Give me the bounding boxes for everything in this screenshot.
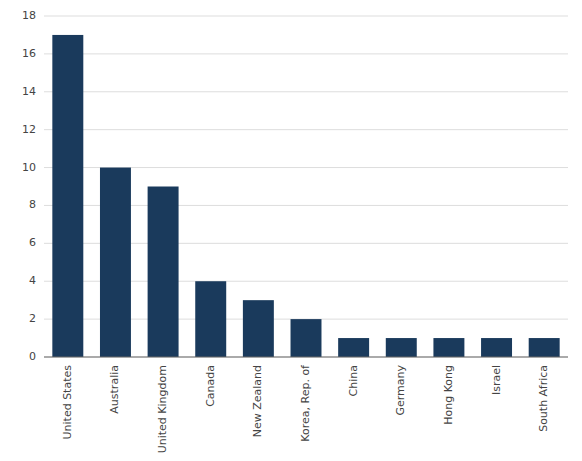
bar [291,319,322,357]
bar [529,338,560,357]
y-tick-label: 14 [22,85,36,98]
y-tick-label: 6 [29,236,36,249]
bar [52,35,83,357]
x-tick-label: South Africa [537,365,550,432]
bar [386,338,417,357]
x-axis-line [44,357,568,358]
x-axis: United States Australia United Kingdom Cana… [61,364,550,453]
y-tick-label: 12 [22,123,36,136]
bar [100,168,131,357]
bar [243,300,274,357]
x-tick-label: Hong Kong [442,365,455,425]
grid-line [44,357,568,358]
y-tick-label: 0 [29,350,36,363]
y-tick-label: 10 [22,161,36,174]
y-tick-label: 4 [29,274,36,287]
chart-container: 024681012141618United StatesAustraliaUni… [0,0,582,461]
x-tick-label: United States [61,365,74,440]
grid [44,16,568,357]
grid-line [44,129,568,130]
x-tick-label: China [347,365,360,396]
x-tick-label: Korea, Rep. of [299,364,312,442]
x-tick-label: Canada [204,365,217,407]
y-tick-label: 18 [22,9,36,22]
y-tick-label: 2 [29,312,36,325]
x-tick-label: New Zealand [251,365,264,437]
y-tick-label: 16 [22,47,36,60]
x-tick-label: Israel [490,365,503,395]
grid-line [44,53,568,54]
bar [481,338,512,357]
bars [52,35,559,357]
grid-line [44,16,568,17]
y-tick-label: 8 [29,198,36,211]
x-tick-label: Australia [108,365,121,414]
x-tick-label: United Kingdom [156,365,169,453]
bar [433,338,464,357]
chart-svg: 024681012141618United StatesAustraliaUni… [0,0,582,461]
bar [338,338,369,357]
bar [148,187,179,358]
bar [195,281,226,357]
grid-line [44,91,568,92]
x-tick-label: Germany [394,365,407,416]
y-axis: 0 2 4 6 8 10 12 14 16 18 [22,9,36,363]
